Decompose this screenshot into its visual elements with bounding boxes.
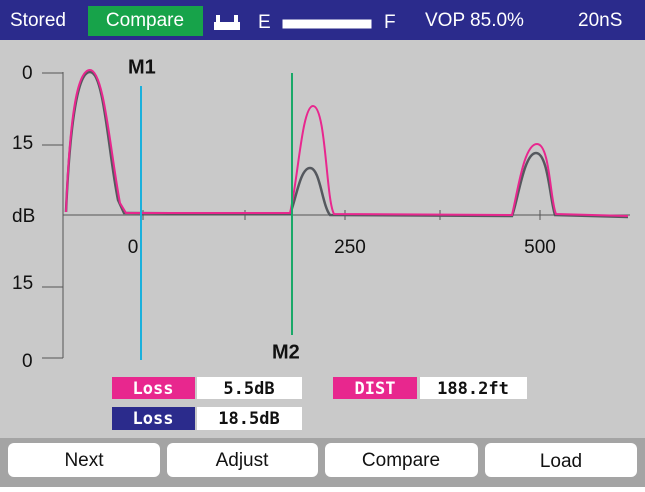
marker-label: M2 <box>272 341 300 363</box>
readout-value-box <box>197 377 302 399</box>
y-label: dB <box>12 206 35 227</box>
trace-stored <box>64 70 629 219</box>
y-label: 0 <box>22 63 33 84</box>
level-bar <box>282 19 372 29</box>
readout-value: 5.5dB <box>223 379 274 399</box>
button-label[interactable]: Adjust <box>216 450 270 471</box>
y-label: 0 <box>22 351 33 372</box>
vop: VOP 85.0% <box>425 10 524 31</box>
readout-label: Loss <box>133 379 174 399</box>
readout-value: 188.2ft <box>437 379 509 399</box>
x-label: 500 <box>524 237 556 258</box>
readout-label-box <box>333 377 417 399</box>
y-label: 15 <box>12 133 33 154</box>
button[interactable] <box>325 443 478 477</box>
button-label[interactable]: Compare <box>362 450 440 471</box>
empty-label: E <box>258 12 271 33</box>
button-label[interactable]: Next <box>64 450 104 471</box>
button[interactable] <box>485 443 637 477</box>
button-label[interactable]: Load <box>540 451 582 472</box>
readout-value: 18.5dB <box>218 409 279 429</box>
readout-label: Loss <box>133 409 174 429</box>
active-box <box>88 6 203 36</box>
active: Compare <box>106 10 184 31</box>
readout-value-box <box>197 407 302 430</box>
y-label: 15 <box>12 273 33 294</box>
x-label: 250 <box>334 237 366 258</box>
battery-icon <box>214 15 240 30</box>
button[interactable] <box>167 443 318 477</box>
x-label: 0 <box>128 237 139 258</box>
range: 20nS <box>578 10 622 31</box>
button[interactable] <box>8 443 160 477</box>
full-label: F <box>384 12 396 33</box>
readout-value-box <box>420 377 527 399</box>
readout-label-box <box>112 407 195 430</box>
mode: Stored <box>10 10 66 31</box>
trace-compare <box>65 68 629 217</box>
readout-label: DIST <box>355 379 396 399</box>
readout-label-box <box>112 377 195 399</box>
plot-area <box>0 40 645 438</box>
marker-label: M1 <box>128 56 156 78</box>
